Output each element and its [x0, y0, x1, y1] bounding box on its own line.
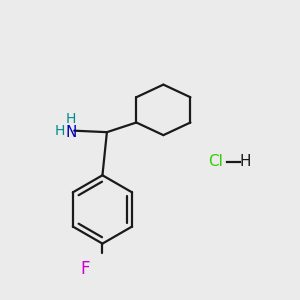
Text: N: N — [65, 125, 77, 140]
Text: H: H — [54, 124, 64, 138]
Text: H: H — [66, 112, 76, 126]
Text: H: H — [239, 154, 251, 169]
Text: F: F — [80, 260, 90, 278]
Text: Cl: Cl — [208, 154, 223, 169]
